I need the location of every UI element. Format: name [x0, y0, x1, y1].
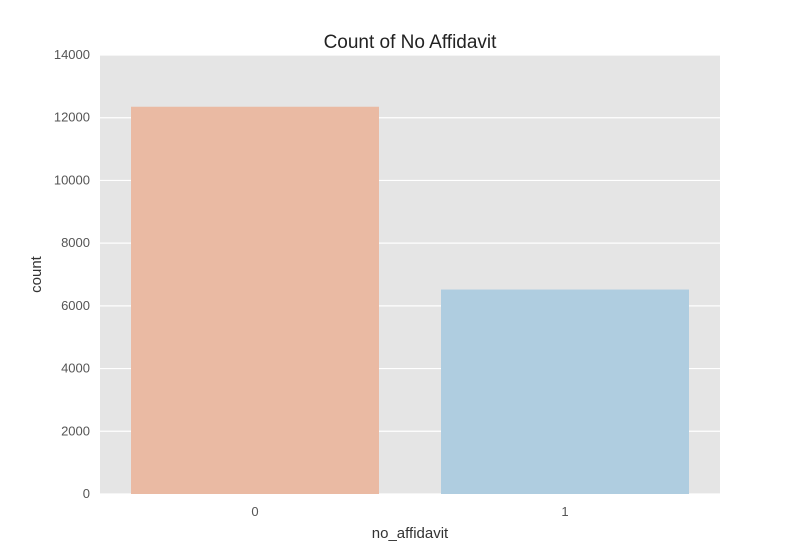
- y-tick-label: 2000: [61, 423, 90, 438]
- y-tick-label: 0: [83, 486, 90, 501]
- y-tick-label: 10000: [54, 172, 90, 187]
- y-tick-label: 6000: [61, 298, 90, 313]
- y-axis-label: count: [28, 255, 45, 293]
- y-tick-label: 4000: [61, 361, 90, 376]
- x-axis-label: no_affidavit: [372, 525, 449, 542]
- bars: [131, 106, 689, 494]
- y-tick-label: 12000: [54, 110, 90, 125]
- bar-0: [131, 106, 379, 494]
- x-tick-label: 0: [251, 504, 258, 519]
- y-tick-label: 14000: [54, 47, 90, 62]
- y-axis-ticks: 0 2000 4000 6000 8000 10000 12000 14000: [54, 47, 90, 501]
- bar-1: [441, 289, 689, 494]
- chart-title: Count of No Affidavit: [324, 32, 498, 53]
- y-tick-label: 8000: [61, 235, 90, 250]
- x-tick-label: 1: [561, 504, 568, 519]
